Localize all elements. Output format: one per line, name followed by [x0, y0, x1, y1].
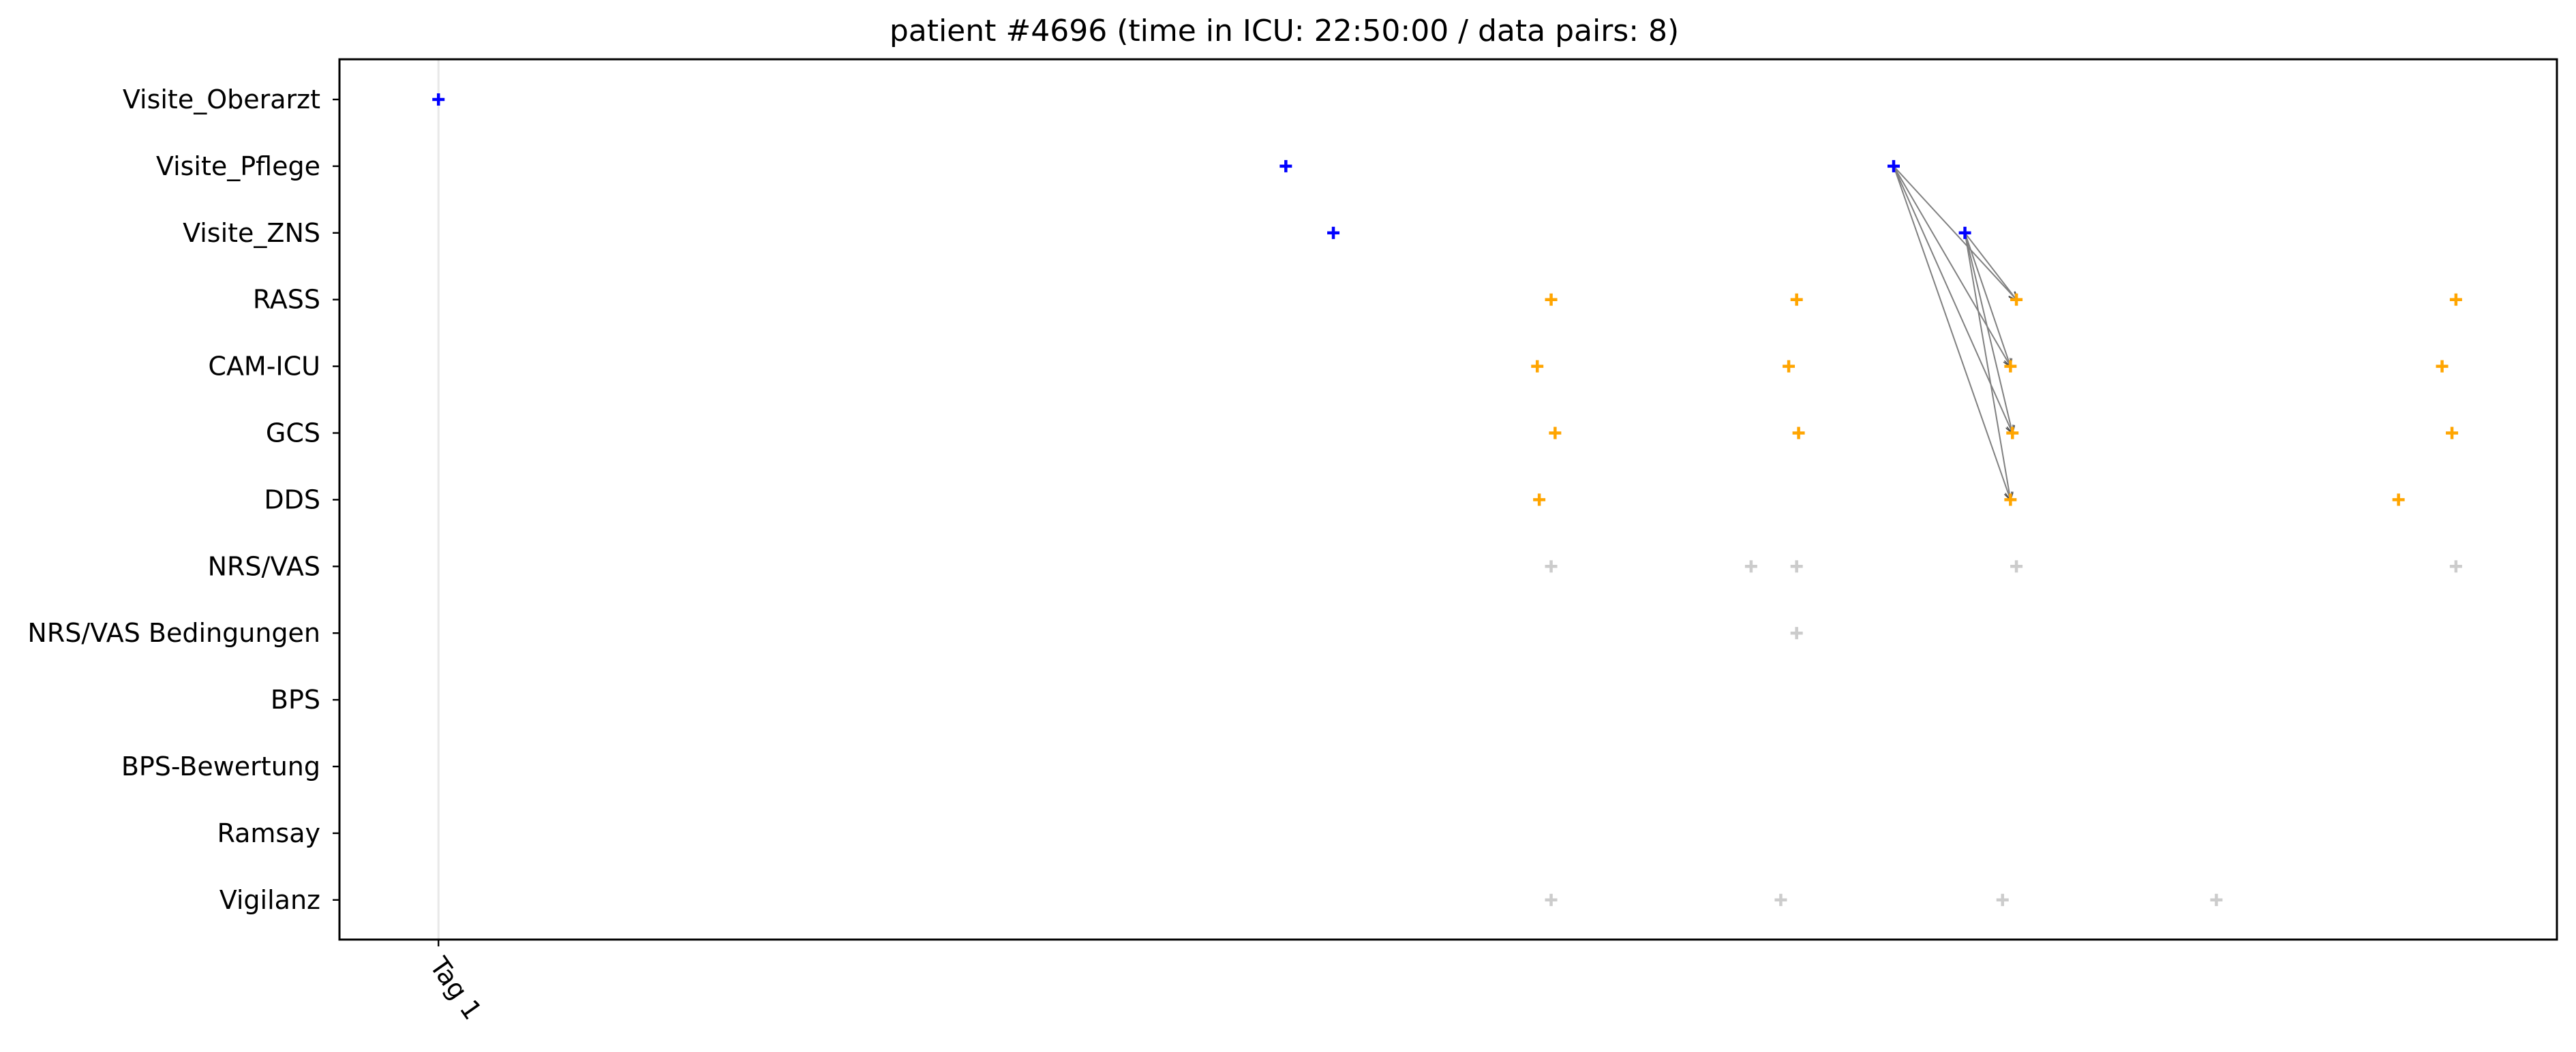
point-other-vigilanz-7 [1545, 893, 1558, 906]
point-visit-visite-zns-5 [1958, 226, 1971, 239]
x-tick-label-tag-1: Tag 1 [423, 951, 487, 1025]
point-score-cam-icu-7 [2004, 360, 2017, 373]
point-other-nrs-vas-5 [2449, 560, 2462, 573]
point-score-gcs-12 [2446, 427, 2459, 439]
y-axis: Visite_Oberarzt Visite_Pflege Visite_ZNS RA… [27, 84, 339, 915]
link-arrow-3 [1893, 166, 2012, 433]
point-score-gcs-10 [1792, 427, 1805, 439]
y-tick-label-rass: RASS [253, 285, 320, 315]
point-score-gcs-11 [2006, 427, 2019, 439]
chart-title: patient #4696 (time in ICU: 22:50:00 / d… [890, 14, 1679, 48]
y-tick-label-visite-zns: Visite_ZNS [183, 218, 320, 248]
points-layer [432, 93, 2462, 906]
point-score-gcs-9 [1549, 427, 1562, 439]
point-other-nrs-vas-bedingungen-6 [1790, 627, 1803, 640]
y-tick-label-visite-oberarzt: Visite_Oberarzt [123, 84, 320, 114]
point-score-rass-2 [1790, 293, 1803, 306]
y-tick-label-nrs-vas: NRS/VAS [208, 551, 320, 581]
y-tick-label-bps-bewertung: BPS-Bewertung [121, 752, 320, 782]
point-score-cam-icu-8 [2436, 360, 2449, 373]
point-other-vigilanz-8 [1774, 893, 1787, 906]
point-other-nrs-vas-2 [1744, 560, 1757, 573]
links-layer [1893, 166, 2017, 500]
y-tick-label-gcs: GCS [266, 418, 320, 448]
point-score-rass-3 [2010, 293, 2023, 306]
y-tick-label-cam-icu: CAM-ICU [208, 352, 320, 382]
y-tick-label-ramsay: Ramsay [217, 818, 320, 848]
link-arrow-5 [1964, 232, 2017, 300]
plot-frame [338, 58, 2558, 941]
link-arrow-2 [1893, 166, 2010, 367]
y-tick-label-dds: DDS [264, 484, 320, 514]
point-score-dds-13 [1533, 493, 1546, 506]
link-arrow-7 [1964, 232, 2013, 433]
y-tick-label-vigilanz: Vigilanz [219, 885, 320, 915]
point-visit-visite-pflege-2 [1279, 159, 1292, 172]
point-other-nrs-vas-1 [1545, 560, 1558, 573]
point-other-nrs-vas-4 [2010, 560, 2023, 573]
point-visit-visite-zns-4 [1327, 226, 1340, 239]
link-arrow-4 [1893, 166, 2010, 500]
point-score-dds-14 [2004, 493, 2017, 506]
y-tick-label-nrs-vas-bedingungen: NRS/VAS Bedingungen [27, 618, 320, 648]
point-other-vigilanz-10 [2210, 893, 2223, 906]
link-arrow-6 [1964, 232, 2011, 367]
point-visit-visite-oberarzt-1 [432, 93, 445, 106]
point-visit-visite-pflege-3 [1888, 159, 1900, 172]
point-score-cam-icu-5 [1531, 360, 1544, 373]
point-score-dds-15 [2392, 493, 2405, 506]
point-score-rass-4 [2449, 293, 2462, 306]
point-other-vigilanz-9 [1996, 893, 2009, 906]
point-score-rass-1 [1545, 293, 1558, 306]
y-tick-label-bps: BPS [271, 685, 320, 715]
point-other-nrs-vas-3 [1790, 560, 1803, 573]
link-arrow-1 [1893, 166, 2016, 300]
point-score-cam-icu-6 [1783, 360, 1795, 373]
x-axis: Tag 1 [423, 940, 488, 1025]
link-arrow-8 [1964, 232, 2011, 500]
y-tick-label-visite-pflege: Visite_Pflege [156, 151, 320, 181]
